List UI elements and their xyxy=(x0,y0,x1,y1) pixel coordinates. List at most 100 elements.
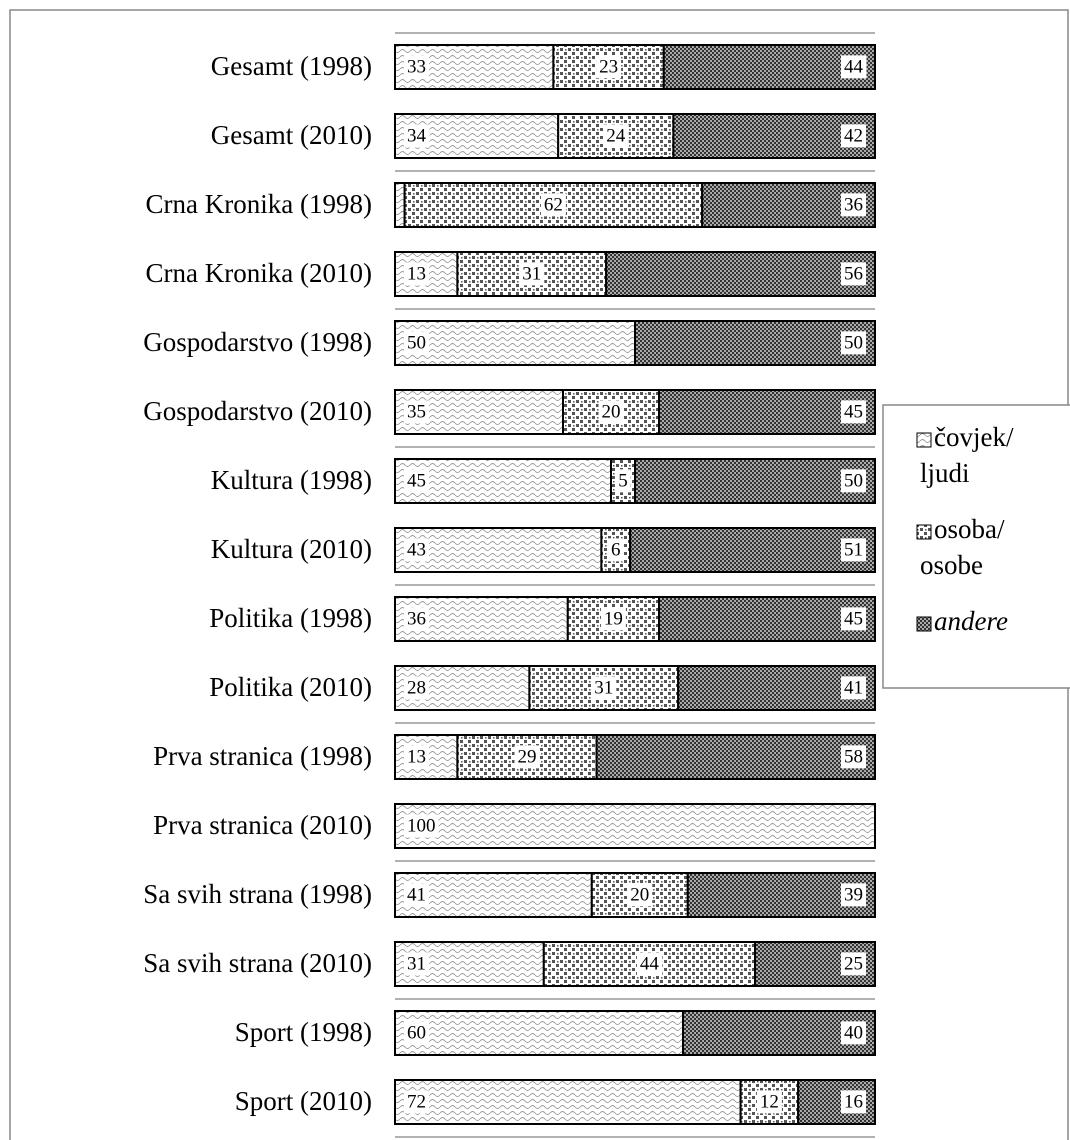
bar-segment xyxy=(634,320,876,366)
bar-segment xyxy=(595,734,876,780)
value-label-bg xyxy=(404,1021,429,1045)
category-label: Sport (1998) xyxy=(235,1017,372,1047)
value-label: 35 xyxy=(407,401,426,422)
bar-segment xyxy=(658,389,876,435)
bar-segment xyxy=(394,1079,742,1125)
bar-segment xyxy=(394,803,876,849)
value-label-bg xyxy=(600,607,626,631)
value-label: 20 xyxy=(630,884,649,905)
value-label-bg xyxy=(841,745,866,769)
category-label: Sport (2010) xyxy=(235,1086,372,1116)
value-label-bg xyxy=(841,262,866,286)
category-label: Gesamt (1998) xyxy=(211,51,372,81)
value-label: 41 xyxy=(844,677,863,698)
value-label-bg xyxy=(627,883,653,907)
value-label: 62 xyxy=(544,194,563,215)
category-label: Kultura (1998) xyxy=(211,465,372,495)
value-label: 33 xyxy=(407,56,426,77)
bar-segment xyxy=(658,596,876,642)
value-label-bg xyxy=(404,1090,429,1114)
value-label: 19 xyxy=(604,608,623,629)
value-label-bg xyxy=(404,331,429,355)
bar-segment xyxy=(634,458,876,504)
value-label-bg xyxy=(603,124,629,148)
value-label: 39 xyxy=(844,884,863,905)
category-label: Politika (1998) xyxy=(209,603,372,633)
bar-segment xyxy=(662,44,876,90)
value-label: 29 xyxy=(518,746,537,767)
value-label-bg xyxy=(596,55,622,79)
value-label-bg xyxy=(841,331,866,355)
value-label-bg xyxy=(841,55,867,79)
value-label: 100 xyxy=(407,815,436,836)
category-label: Prva stranica (1998) xyxy=(153,741,372,771)
category-label: Sa svih strana (1998) xyxy=(143,879,372,909)
value-label: 50 xyxy=(844,332,863,353)
legend-label: čovjek/ljudi xyxy=(920,422,1014,488)
value-label-bg xyxy=(519,262,545,286)
value-label: 42 xyxy=(844,125,863,146)
legend-swatch xyxy=(916,432,932,448)
bar-segment xyxy=(394,458,612,504)
legend-swatch xyxy=(916,616,932,632)
value-label-bg xyxy=(841,538,866,562)
value-label: 28 xyxy=(407,677,426,698)
value-label-bg xyxy=(404,400,429,424)
value-label: 50 xyxy=(407,332,426,353)
value-label: 16 xyxy=(844,1091,863,1112)
value-label-bg xyxy=(841,676,866,700)
value-label-bg xyxy=(404,814,439,838)
category-label: Prva stranica (2010) xyxy=(153,810,372,840)
value-label: 72 xyxy=(407,1091,426,1112)
value-label: 31 xyxy=(594,677,613,698)
value-label: 44 xyxy=(640,953,660,974)
value-label: 20 xyxy=(602,401,621,422)
category-label: Gospodarstvo (1998) xyxy=(143,327,372,357)
value-label: 34 xyxy=(407,125,427,146)
category-label: Crna Kronika (1998) xyxy=(146,189,372,219)
bar-segment xyxy=(797,1079,877,1125)
value-label-bg xyxy=(404,607,429,631)
value-label: 25 xyxy=(844,953,863,974)
value-label: 45 xyxy=(844,401,863,422)
value-label: 56 xyxy=(844,263,863,284)
value-label-bg xyxy=(404,745,429,769)
category-label: Gospodarstvo (2010) xyxy=(143,396,372,426)
value-label: 58 xyxy=(844,746,863,767)
value-label-bg xyxy=(841,1021,866,1045)
category-label: Politika (2010) xyxy=(209,672,372,702)
value-label-bg xyxy=(841,400,866,424)
value-label-bg xyxy=(756,1090,782,1114)
category-label: Crna Kronika (2010) xyxy=(146,258,372,288)
value-label: 44 xyxy=(844,56,864,77)
value-label-bg xyxy=(404,124,430,148)
value-label-bg xyxy=(841,883,866,907)
bar-segment xyxy=(394,182,406,228)
value-label-bg xyxy=(591,676,617,700)
value-label-bg xyxy=(404,952,429,976)
value-label-bg xyxy=(615,469,631,493)
value-label-bg xyxy=(404,538,429,562)
value-label-bg xyxy=(608,538,624,562)
value-label: 24 xyxy=(606,125,626,146)
value-label-bg xyxy=(841,193,866,217)
value-label: 45 xyxy=(844,608,863,629)
category-label: Sa svih strana (2010) xyxy=(143,948,372,978)
value-label: 6 xyxy=(611,539,621,560)
value-label-bg xyxy=(841,1090,866,1114)
category-label: Gesamt (2010) xyxy=(211,120,372,150)
value-label: 23 xyxy=(599,56,618,77)
bar-segment xyxy=(605,251,876,297)
value-label: 50 xyxy=(844,470,863,491)
value-label-bg xyxy=(404,262,429,286)
value-label: 13 xyxy=(407,746,426,767)
bar-segment xyxy=(629,527,877,573)
legend-label: andere xyxy=(934,606,1008,636)
value-label-bg xyxy=(841,952,866,976)
value-label: 31 xyxy=(522,263,541,284)
value-label: 51 xyxy=(844,539,863,560)
value-label: 5 xyxy=(618,470,628,491)
value-label-bg xyxy=(404,883,429,907)
value-label-bg xyxy=(404,55,429,79)
